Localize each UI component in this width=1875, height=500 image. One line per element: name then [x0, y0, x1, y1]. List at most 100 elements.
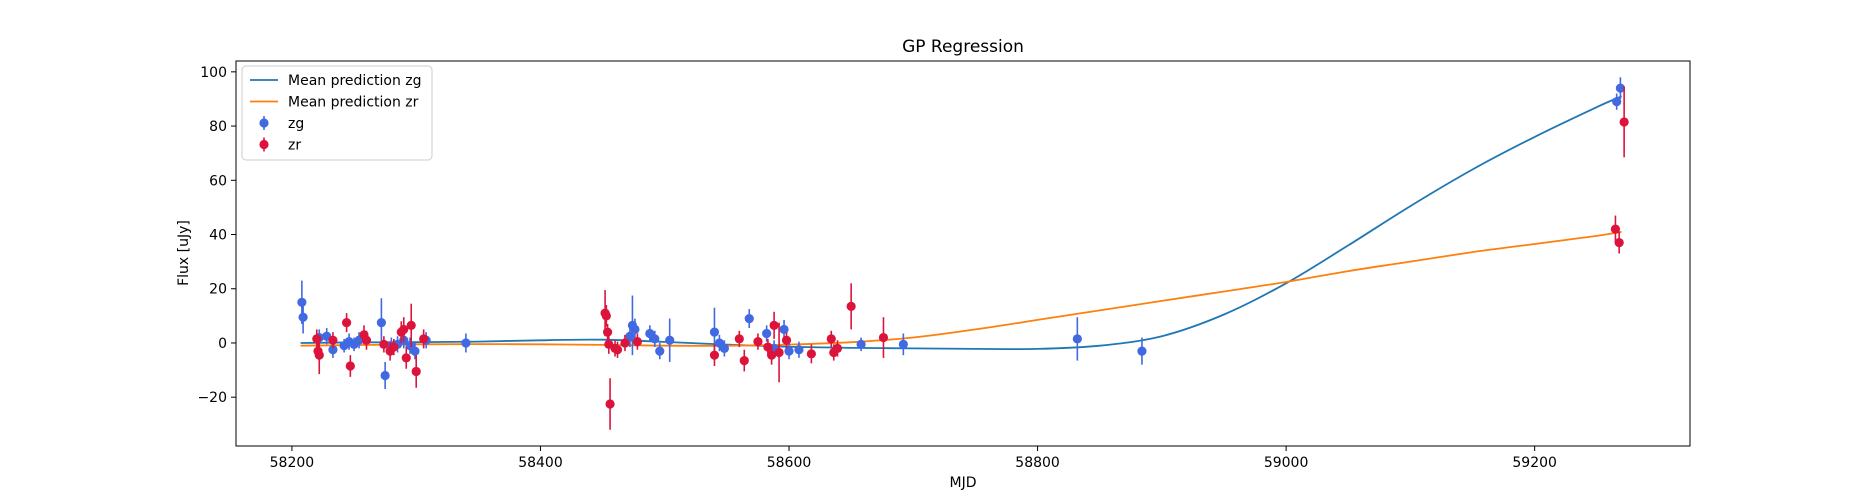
- data-point-zg: [744, 309, 754, 329]
- data-point-zr: [769, 311, 779, 339]
- data-point-zr: [602, 323, 613, 341]
- marker: [298, 312, 308, 322]
- data-point-zg: [1072, 317, 1082, 361]
- x-tick-label: 58600: [767, 455, 812, 471]
- legend-swatch-marker: [259, 139, 269, 150]
- y-axis-label: Flux [uJy]: [176, 220, 192, 286]
- data-point-zr: [612, 341, 623, 358]
- data-point-zg: [650, 330, 660, 348]
- data-point-zg: [794, 341, 804, 358]
- marker: [345, 361, 355, 371]
- marker: [1615, 83, 1626, 93]
- plot-frame: [235, 60, 1691, 447]
- marker: [314, 350, 324, 360]
- data-point-zg: [461, 333, 471, 353]
- marker: [734, 334, 744, 344]
- data-point-zg: [380, 361, 390, 390]
- marker: [612, 345, 623, 355]
- data-point-zr: [379, 336, 389, 353]
- data-point-zg: [630, 318, 640, 341]
- data-point-zr: [767, 345, 777, 365]
- marker: [411, 366, 421, 377]
- data-point-zg: [376, 298, 386, 348]
- marker: [781, 335, 792, 345]
- x-tick-label: 59200: [1512, 455, 1557, 471]
- marker: [328, 335, 338, 345]
- x-tick-label: 58400: [518, 455, 563, 471]
- y-tick-label: −20: [197, 390, 227, 406]
- legend-item-mean_zr: Mean prediction zr: [250, 95, 419, 111]
- legend-label: Mean prediction zg: [288, 73, 422, 89]
- data-point-zr: [806, 344, 816, 364]
- plot-area: [297, 77, 1629, 430]
- legend-label: Mean prediction zr: [288, 95, 419, 111]
- marker: [342, 318, 352, 328]
- marker: [401, 353, 411, 363]
- data-point-zg: [1612, 93, 1622, 110]
- marker: [1072, 334, 1082, 344]
- y-tick-label: 0: [218, 336, 227, 352]
- data-point-zg: [1615, 77, 1626, 99]
- data-point-zg: [898, 333, 908, 356]
- data-point-zg: [856, 337, 866, 352]
- legend: Mean prediction zg Mean prediction zr zg zr: [241, 65, 433, 161]
- legend-item-zr: zr: [259, 137, 301, 154]
- data-point-zr: [632, 333, 643, 350]
- data-point-zr: [781, 332, 792, 349]
- data-point-zg: [762, 325, 772, 342]
- marker: [763, 342, 773, 352]
- marker: [1619, 117, 1629, 127]
- data-point-zr: [826, 330, 836, 348]
- marker: [1610, 224, 1621, 234]
- data-point-zr: [846, 283, 856, 330]
- legend-label: zr: [288, 138, 301, 154]
- data-point-zr: [401, 347, 411, 369]
- data-point-zg: [1137, 337, 1147, 365]
- marker: [620, 338, 630, 348]
- x-tick-label: 58200: [270, 455, 315, 471]
- data-point-zr: [734, 330, 744, 348]
- legend-box: [241, 65, 433, 161]
- marker: [826, 334, 836, 344]
- marker: [709, 350, 720, 360]
- marker: [832, 343, 843, 353]
- data-point-zr: [1614, 231, 1624, 254]
- marker: [1612, 97, 1622, 107]
- marker: [769, 320, 779, 330]
- marker: [406, 320, 416, 330]
- x-tick-label: 58800: [1015, 455, 1060, 471]
- mean-line-mean_zr: [300, 230, 1622, 347]
- marker: [399, 324, 409, 335]
- marker: [784, 346, 794, 356]
- data-point-zr: [361, 330, 372, 350]
- data-point-zg: [655, 342, 665, 360]
- marker: [379, 339, 389, 349]
- y-tick-label: 100: [200, 65, 227, 81]
- data-point-zr: [345, 355, 355, 377]
- data-point-zr: [406, 303, 416, 348]
- legend-swatch-marker: [259, 118, 269, 128]
- marker: [419, 334, 429, 344]
- y-tick-label: 20: [209, 282, 227, 298]
- marker: [806, 349, 816, 359]
- marker: [762, 328, 772, 339]
- x-tick-label: 59000: [1264, 455, 1309, 471]
- marker: [794, 345, 804, 355]
- data-point-zr: [878, 317, 889, 358]
- data-point-zr: [620, 334, 630, 352]
- chart-title: GP Regression: [902, 37, 1024, 57]
- data-point-zg: [719, 340, 729, 357]
- marker: [753, 337, 763, 347]
- y-tick-label: 80: [209, 119, 227, 135]
- marker: [361, 335, 372, 345]
- series-zg: [297, 77, 1626, 390]
- marker: [665, 335, 675, 345]
- legend-item-zg: zg: [259, 116, 304, 132]
- marker: [632, 337, 643, 347]
- data-point-zr: [753, 333, 763, 350]
- x-axis-label: MJD: [950, 475, 977, 491]
- y-tick-label: 60: [209, 173, 227, 189]
- marker: [1137, 346, 1147, 356]
- marker: [898, 339, 908, 349]
- legend-item-mean_zg: Mean prediction zg: [250, 73, 422, 89]
